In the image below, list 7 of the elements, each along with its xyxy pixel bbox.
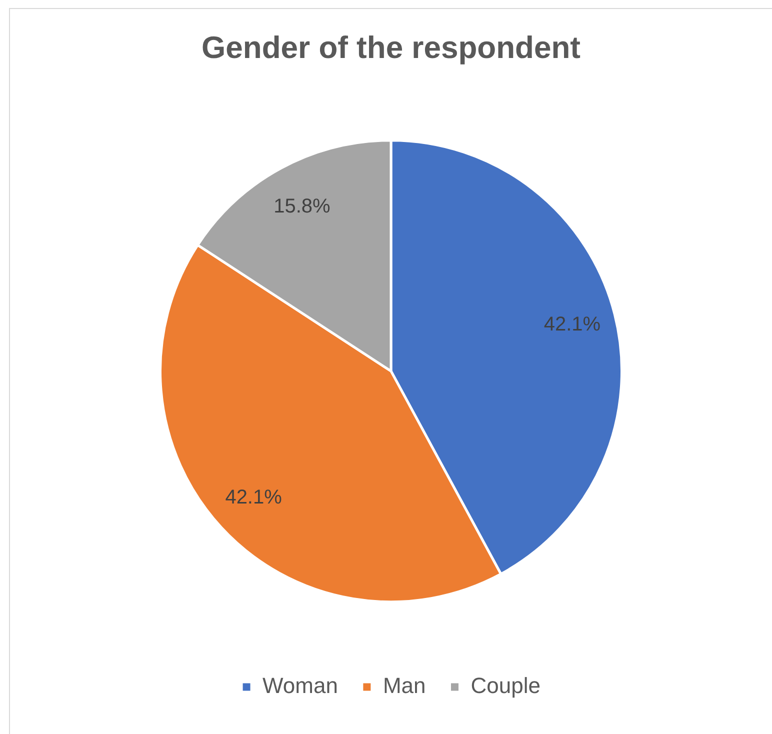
- legend-label: Man: [382, 673, 426, 698]
- data-label: 42.1%: [225, 486, 282, 508]
- legend-label: Woman: [262, 673, 338, 698]
- legend-label: Couple: [470, 673, 540, 698]
- chart-title: Gender of the respondent: [202, 30, 580, 66]
- data-label: 15.8%: [274, 195, 331, 218]
- data-label: 42.1%: [544, 314, 601, 336]
